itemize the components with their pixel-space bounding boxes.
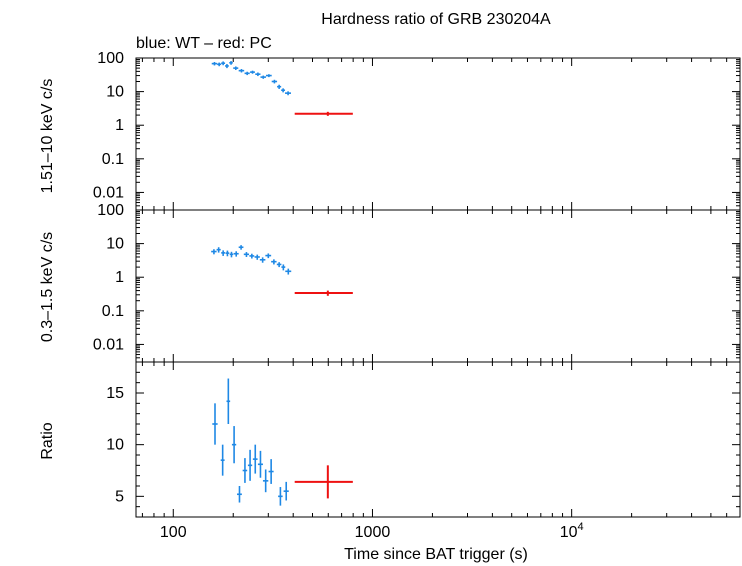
chart-title: Hardness ratio of GRB 230204A — [321, 11, 551, 28]
y-tick-label: 5 — [115, 488, 124, 505]
y-tick-label: 10 — [106, 84, 124, 101]
data-point-wt — [260, 75, 266, 79]
data-point-wt — [225, 250, 230, 257]
data-point-wt — [242, 458, 248, 483]
data-point-wt — [226, 378, 231, 424]
y-tick-label: 0.01 — [93, 336, 124, 353]
data-point-wt — [265, 74, 272, 78]
data-point-wt — [217, 62, 222, 67]
data-point-wt — [211, 249, 217, 255]
data-point-wt — [244, 71, 250, 76]
x-tick-label: 100 — [160, 524, 187, 541]
data-point-wt — [252, 444, 258, 474]
data-point-wt — [281, 264, 286, 271]
data-point-wt — [231, 426, 237, 464]
x-tick-label: 1000 — [355, 524, 391, 541]
y-tick-label: 100 — [97, 202, 124, 219]
y-tick-label: 1 — [115, 269, 124, 286]
data-point-wt — [243, 252, 250, 257]
data-point-wt — [254, 254, 260, 260]
data-point-wt — [247, 449, 253, 481]
y-tick-label: 1 — [115, 117, 124, 134]
data-point-wt — [259, 257, 266, 263]
data-point-pc — [294, 465, 353, 499]
data-point-wt — [211, 62, 218, 66]
panel-soft-band: 100 10 1 0.1 0.01 — [93, 202, 741, 363]
panel-frame — [135, 57, 741, 211]
y-tick-label: 15 — [106, 385, 124, 402]
data-point-wt — [276, 262, 282, 268]
y-tick-label: 100 — [97, 50, 124, 67]
data-point-wt — [271, 79, 278, 84]
panel-frame — [135, 361, 741, 518]
panel-hard-band: 100 10 1 0.1 0.01 — [93, 50, 741, 211]
panel-ratio: 15 10 5 100 1000 104 — [106, 361, 741, 541]
data-point-wt — [221, 250, 226, 256]
y-axis-label-hard: 1.51–10 keV c/s — [39, 79, 56, 194]
data-point-wt — [257, 450, 263, 478]
data-point-wt — [221, 61, 226, 66]
data-point-wt — [216, 247, 221, 253]
data-point-wt — [262, 469, 269, 493]
data-point-wt — [277, 84, 282, 89]
data-point-wt — [265, 253, 272, 259]
y-axis-label-ratio: Ratio — [39, 422, 56, 459]
x-axis-label: Time since BAT trigger (s) — [344, 546, 528, 563]
data-point-wt — [238, 69, 245, 73]
panel-frame — [135, 209, 741, 363]
data-point-wt — [281, 88, 286, 93]
data-point-wt — [255, 72, 261, 77]
data-point-wt — [229, 251, 234, 258]
y-tick-label: 0.1 — [102, 303, 124, 320]
data-point-wt — [271, 259, 277, 265]
y-tick-label: 10 — [106, 437, 124, 454]
y-axis-label-soft: 0.3–1.5 keV c/s — [39, 232, 56, 342]
y-tick-label: 10 — [106, 236, 124, 253]
data-point-wt — [225, 64, 229, 69]
data-point-wt — [285, 268, 292, 275]
data-point-wt — [285, 91, 292, 96]
data-point-wt — [233, 251, 239, 257]
data-point-wt — [220, 444, 225, 476]
chart-subtitle: blue: WT – red: PC — [136, 35, 272, 52]
data-point-wt — [249, 253, 255, 259]
data-point-wt — [283, 481, 289, 501]
data-point-wt — [229, 61, 233, 65]
data-point-pc — [294, 111, 353, 116]
data-point-pc — [294, 290, 353, 296]
data-point-wt — [238, 245, 244, 250]
data-point-wt — [268, 459, 274, 484]
y-tick-label: 0.01 — [93, 184, 124, 201]
y-tick-label: 0.1 — [102, 151, 124, 168]
data-point-wt — [212, 403, 218, 445]
data-point-wt — [278, 487, 283, 506]
data-point-wt — [237, 486, 242, 503]
data-point-wt — [250, 70, 255, 74]
x-tick-label: 104 — [560, 521, 584, 541]
data-point-wt — [233, 66, 239, 70]
